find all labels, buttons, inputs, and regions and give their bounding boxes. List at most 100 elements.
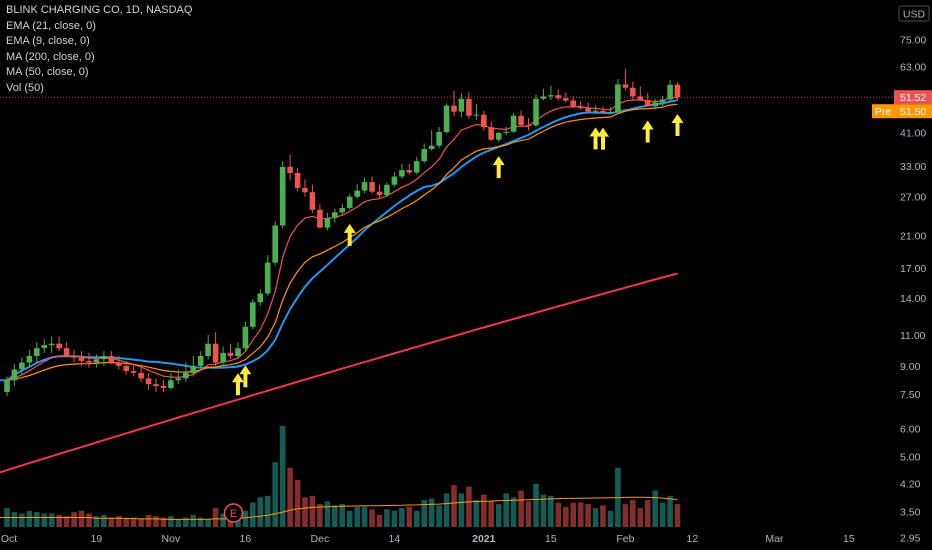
candle-body [108,356,115,363]
candle-body [264,262,271,294]
candle-body [667,84,673,100]
volume-bar [153,516,159,527]
price-tick-label: 4.20 [900,478,921,490]
volume-bar [555,502,562,527]
volume-bar [48,513,55,527]
volume-bar [592,508,599,527]
legend-ma50[interactable]: MA (50, close, 0) [6,66,89,78]
volume-bar [71,512,77,527]
volume-bar [250,502,256,527]
currency-box [898,5,930,22]
candle-body [473,114,480,116]
candle-body [183,372,189,379]
candle-body [458,98,465,112]
volume-bar [436,505,442,527]
candle-body [518,115,524,126]
pre-market-price: 51.50 [900,106,926,118]
candle-body [577,106,584,109]
candle-body [384,184,390,196]
candle-body [160,386,167,388]
candle-body [644,100,651,107]
candle-body [116,362,122,366]
volume-bar [540,494,547,527]
volume-bar [63,516,70,527]
candle-body [585,108,591,112]
volume-bar [108,517,115,527]
volume-bar [473,500,480,527]
volume-bar [533,483,539,527]
volume-bar [205,518,211,527]
price-tick-label: 41.00 [900,127,926,139]
volume-bar [674,504,681,527]
candle-body [212,343,219,363]
candle-body [272,225,278,263]
volume-bar [570,502,576,527]
volume-bar [667,495,673,527]
volume-bar [443,493,450,528]
price-tick-label: 21.00 [900,230,926,242]
price-tick-label: 5.00 [900,451,921,463]
candle-body [600,110,606,113]
volume-bar [324,501,331,527]
price-axis-background [892,0,932,550]
volume-bar [637,508,644,527]
volume-bar [644,500,651,527]
earnings-label: E [230,508,237,520]
volume-bar [630,500,636,527]
candle-body [622,84,629,88]
volume-bar [391,510,398,527]
candle-body [674,84,681,98]
candle-body [205,343,211,356]
candle-body [548,95,554,97]
candle-body [242,326,249,349]
candle-body [302,187,308,193]
candle-body [86,360,92,363]
candle-body [481,114,487,128]
chart-legend: BLINK CHARGING CO, 1D, NASDAQ EMA (21, c… [6,3,192,96]
price-tick-label: 75.00 [900,34,926,46]
pre-market-price-tag [894,104,932,119]
candle-body [361,182,368,191]
volume-bar [190,514,196,527]
legend-title[interactable]: BLINK CHARGING CO, 1D, NASDAQ [6,4,193,16]
volume-bar [86,513,92,527]
time-axis-label: Feb [616,533,634,545]
ma50-line [0,99,678,382]
candle-body [71,356,77,358]
candle-body [533,98,539,126]
candle-body [197,356,204,366]
price-tick-label: 63.00 [900,61,926,73]
volume-bar [220,513,226,527]
volume-bar [361,506,368,528]
volume-bar [279,425,286,528]
support-arrow [231,373,244,396]
legend-ma200[interactable]: MA (200, close, 0) [6,50,95,63]
candle-body [443,105,450,132]
candle-body [570,100,576,107]
volume-bar [130,517,137,527]
candle-body [309,192,316,210]
candle-body [34,348,40,356]
candle-body [563,98,569,101]
volume-bar [652,490,658,527]
candle-body [436,132,442,146]
price-tick-label: 14.00 [900,293,926,305]
legend-volume[interactable]: Vol (50) [6,81,44,94]
volume-bar [346,510,353,527]
volume-bar [399,508,405,527]
candle-body [421,149,427,162]
legend-ema9[interactable]: EMA (9, close, 0) [6,35,90,47]
legend-ema21[interactable]: EMA (21, close, 0) [6,19,96,32]
candle-body [279,166,286,226]
candle-body [294,173,301,188]
volume-bar [577,502,584,527]
time-axis-label: 14 [389,533,401,545]
volume-bar [406,506,413,528]
volume-bar [369,509,375,527]
candle-body [607,112,614,113]
earnings-marker [223,503,244,523]
volume-bar [309,495,316,527]
volume-bar [175,518,182,527]
